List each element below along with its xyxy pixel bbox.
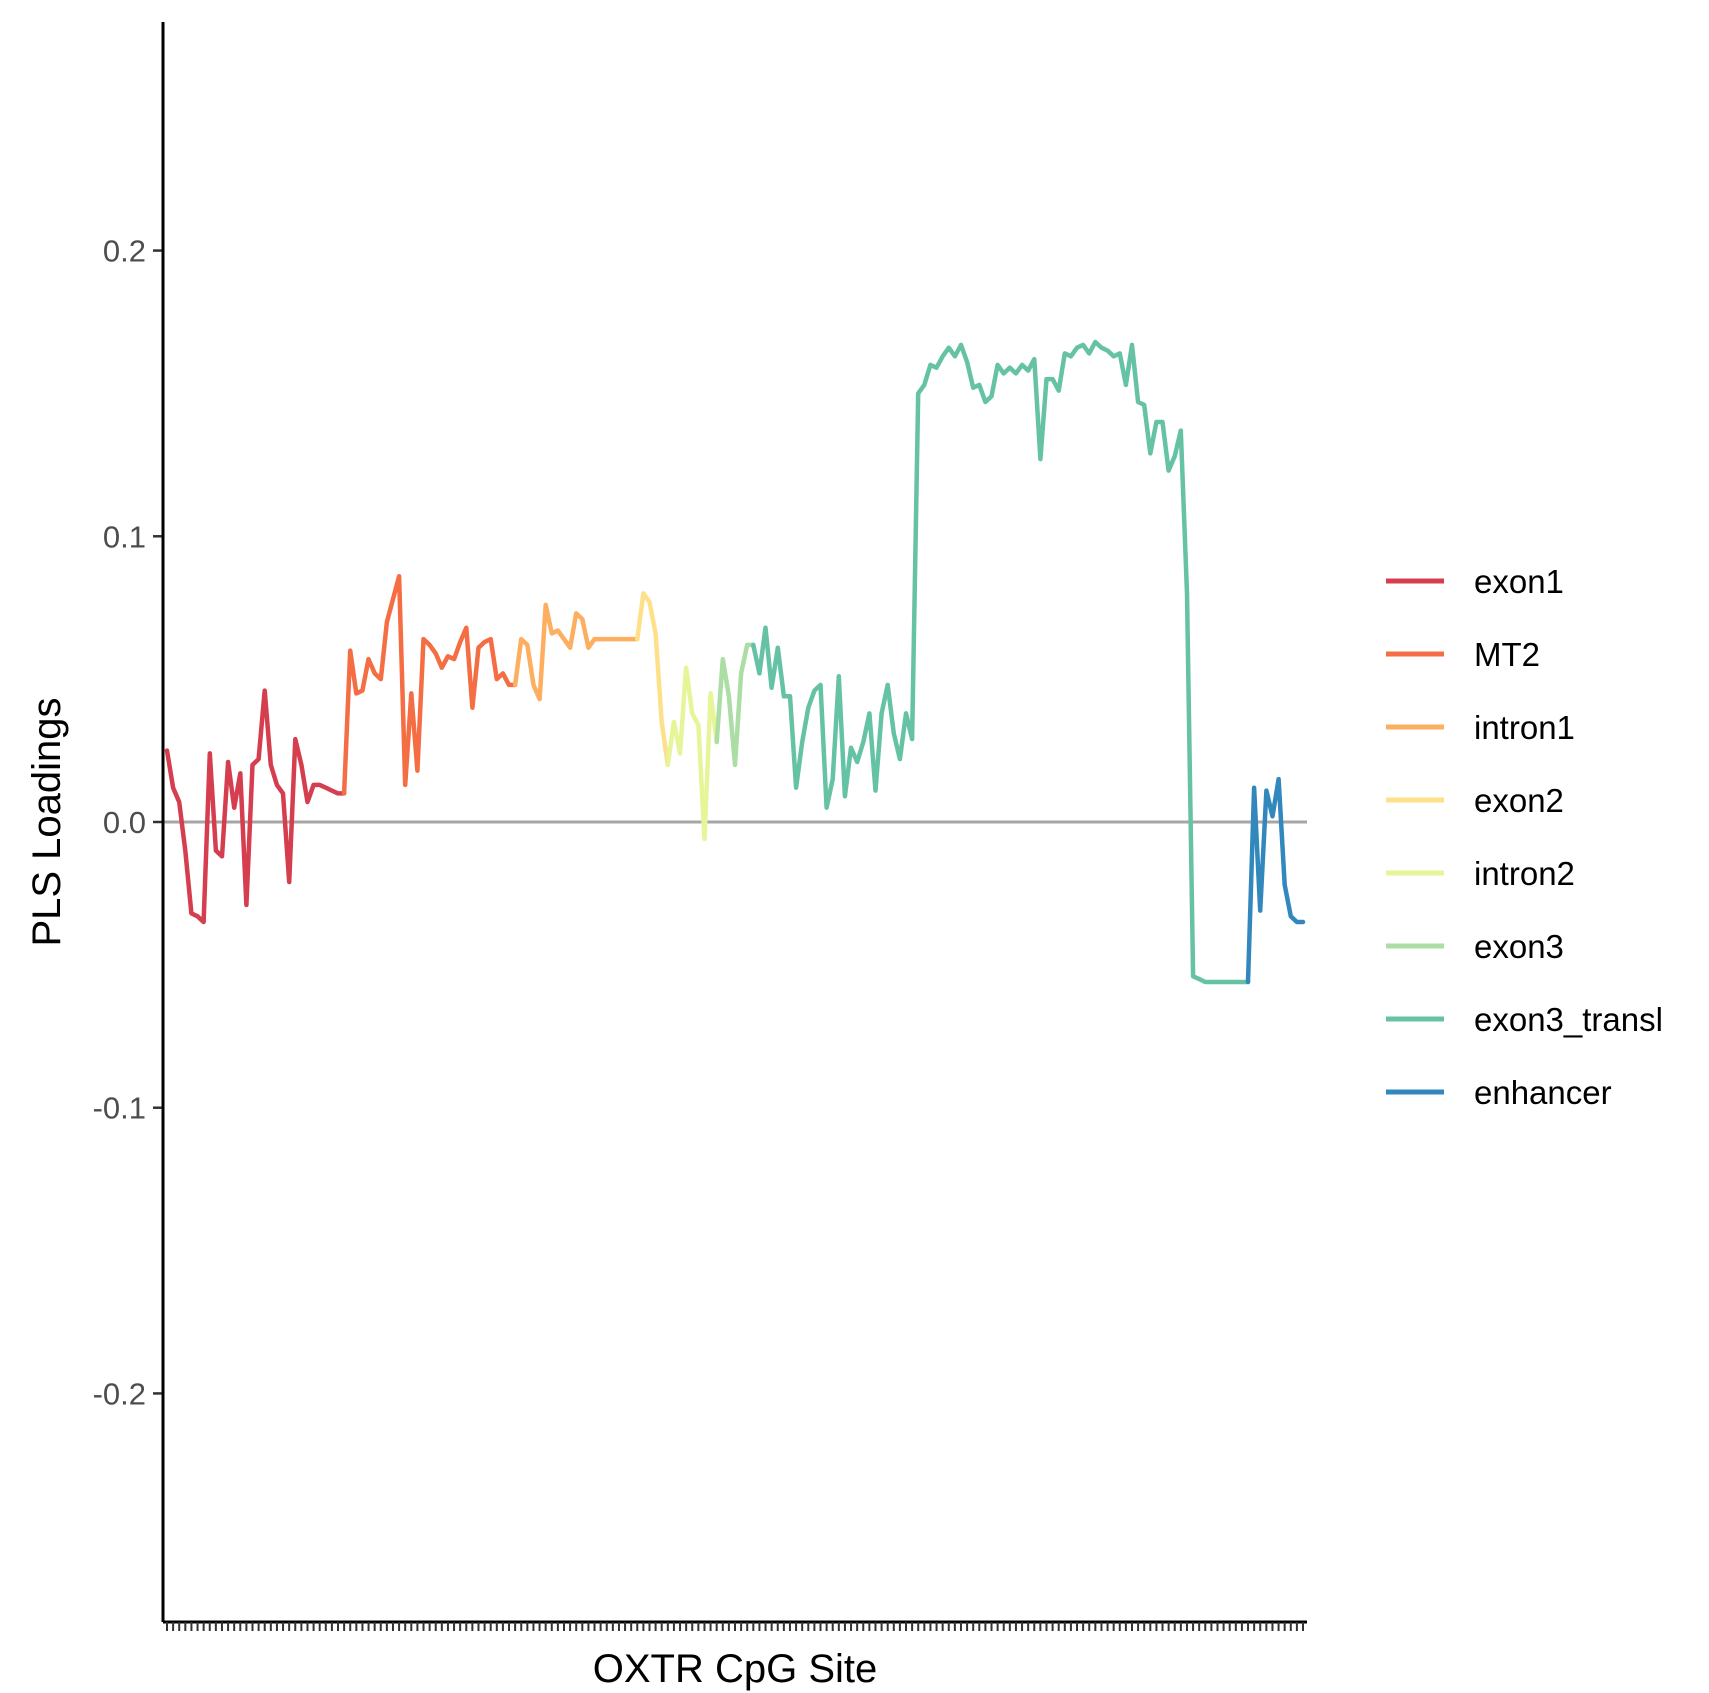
y-tick-label: -0.1 — [93, 1091, 146, 1126]
y-axis-title: PLS Loadings — [25, 697, 69, 946]
legend-item-exon2: exon2 — [1386, 782, 1564, 819]
y-tick-label: 0.2 — [103, 234, 146, 269]
legend-item-intron1: intron1 — [1386, 709, 1575, 746]
legend-label: exon1 — [1474, 563, 1564, 600]
series-line-exon3 — [714, 642, 756, 768]
series-line-exon1 — [164, 688, 347, 925]
y-tick-label: -0.2 — [93, 1376, 146, 1411]
legend-label: enhancer — [1474, 1074, 1612, 1111]
series-lines — [164, 339, 1306, 985]
series-line-enhancer — [1245, 776, 1306, 985]
y-tick-label: 0.1 — [103, 519, 146, 554]
series-line-MT2 — [341, 574, 518, 796]
legend: exon1 MT2 intron1 exon2 intron2 exon3 exon3_tr… — [1386, 563, 1663, 1111]
y-axis-tick-labels: -0.2 -0.1 0.0 0.1 0.2 — [93, 234, 146, 1412]
legend-item-MT2: MT2 — [1386, 636, 1540, 673]
series-line-exon2 — [635, 591, 671, 768]
legend-label: intron2 — [1474, 855, 1575, 892]
y-tick-label: 0.0 — [103, 805, 146, 840]
legend-item-enhancer: enhancer — [1386, 1074, 1612, 1111]
legend-label: intron1 — [1474, 709, 1575, 746]
legend-item-exon1: exon1 — [1386, 563, 1564, 600]
x-axis-title: OXTR CpG Site — [593, 1647, 878, 1691]
x-axis-ticks — [166, 1622, 1304, 1631]
legend-label: exon3_transl — [1474, 1001, 1663, 1038]
series-line-exon3-transl — [751, 339, 1251, 985]
legend-item-exon3: exon3 — [1386, 928, 1564, 965]
legend-item-exon3-transl: exon3_transl — [1386, 1001, 1663, 1038]
legend-label: MT2 — [1474, 636, 1540, 673]
legend-item-intron2: intron2 — [1386, 855, 1575, 892]
series-line-intron2 — [665, 665, 719, 842]
legend-label: exon2 — [1474, 782, 1564, 819]
legend-label: exon3 — [1474, 928, 1564, 965]
y-axis-ticks — [153, 249, 163, 1395]
series-line-intron1 — [512, 602, 640, 702]
